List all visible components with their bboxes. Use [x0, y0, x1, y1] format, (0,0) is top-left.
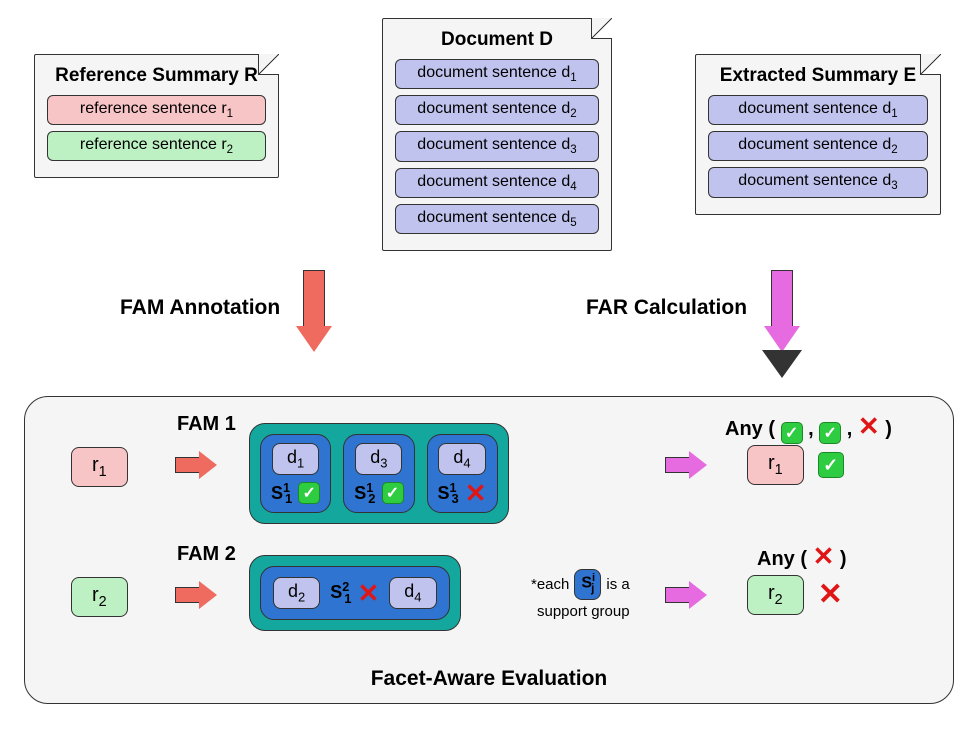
result1: r1 ✓ [747, 445, 844, 485]
any2-arrow [665, 581, 711, 609]
doc-sentence-4: document sentence d4 [395, 168, 599, 198]
ext-sentence-3: document sentence d3 [708, 167, 928, 197]
r1-chip: r1 [71, 447, 128, 487]
sg-1-3: d4 S13 ✕ [427, 434, 498, 513]
document-card: Document D document sentence d1 document… [382, 18, 612, 251]
eval-panel: FAM 1 r1 d1 S11 ✓ d3 S12 ✓ d4 S13 ✕ Any … [24, 396, 954, 704]
ext-sentence-1: document sentence d1 [708, 95, 928, 125]
extracted-title: Extracted Summary E [708, 65, 928, 87]
sg-2-1: d2 S21 ✕ d4 [260, 566, 450, 620]
result2: r2 ✕ [747, 575, 843, 615]
extracted-card: Extracted Summary E document sentence d1… [695, 54, 941, 215]
support-group-legend: *each Sij is a support group [531, 569, 630, 620]
fam-annotation-arrow [296, 270, 332, 352]
ref-sentence-2: reference sentence r2 [47, 131, 266, 161]
any1-arrow [665, 451, 711, 479]
fam2-groups: d2 S21 ✕ d4 [249, 555, 461, 631]
far-calculation-label: FAR Calculation [586, 296, 747, 320]
fam2-label: FAM 2 [177, 543, 236, 566]
r2-chip: r2 [71, 577, 128, 617]
fam1-arrow [175, 451, 221, 479]
any1-label: Any ( ✓ , ✓ , ✕ ) [725, 415, 892, 444]
fam2-arrow [175, 581, 221, 609]
ext-sentence-2: document sentence d2 [708, 131, 928, 161]
doc-sentence-2: document sentence d2 [395, 95, 599, 125]
sg-1-1: d1 S11 ✓ [260, 434, 331, 513]
far-calculation-arrow [764, 270, 800, 352]
fam-annotation-label: FAM Annotation [120, 296, 280, 320]
any2-label: Any ( ✕ ) [757, 545, 847, 571]
doc-sentence-1: document sentence d1 [395, 59, 599, 89]
fam1-groups: d1 S11 ✓ d3 S12 ✓ d4 S13 ✕ [249, 423, 509, 524]
document-title: Document D [395, 29, 599, 51]
doc-sentence-3: document sentence d3 [395, 131, 599, 161]
fam1-label: FAM 1 [177, 413, 236, 436]
ref-sentence-1: reference sentence r1 [47, 95, 266, 125]
reference-card: Reference Summary R reference sentence r… [34, 54, 279, 178]
doc-sentence-5: document sentence d5 [395, 204, 599, 234]
sg-1-2: d3 S12 ✓ [343, 434, 414, 513]
eval-title: Facet-Aware Evaluation [41, 667, 937, 691]
reference-title: Reference Summary R [47, 65, 266, 87]
